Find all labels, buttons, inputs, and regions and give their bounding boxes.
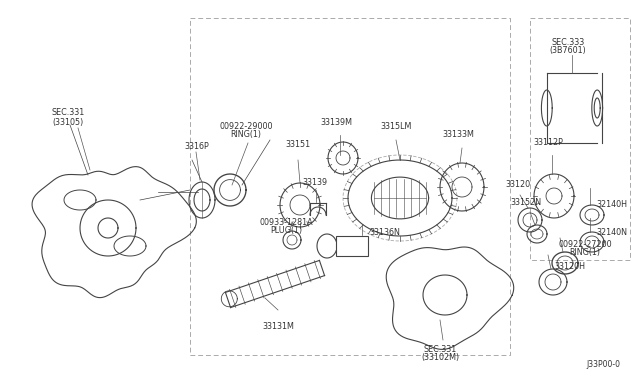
Bar	[336, 236, 368, 256]
Text: 32140N: 32140N	[596, 228, 627, 237]
Text: (33102M): (33102M)	[421, 353, 459, 362]
Text: 33136N: 33136N	[369, 228, 401, 237]
Text: (3B7601): (3B7601)	[550, 46, 586, 55]
Text: 33139: 33139	[303, 178, 328, 187]
Text: 00922-27200: 00922-27200	[558, 240, 612, 249]
Text: 00933-1281A: 00933-1281A	[259, 218, 313, 227]
Text: J33P00-0: J33P00-0	[586, 360, 620, 369]
Text: 33120: 33120	[506, 180, 531, 189]
Text: 00922-29000: 00922-29000	[220, 122, 273, 131]
Text: 3316P: 3316P	[184, 142, 209, 151]
Text: 33133M: 33133M	[442, 130, 474, 139]
Text: PLUG(1): PLUG(1)	[270, 226, 302, 235]
Text: 33151: 33151	[285, 140, 310, 149]
Text: (33105): (33105)	[52, 118, 84, 127]
Text: SEC.331: SEC.331	[424, 345, 456, 354]
Text: RING(1): RING(1)	[570, 248, 600, 257]
Text: SEC.331: SEC.331	[51, 108, 84, 117]
Text: 33152N: 33152N	[511, 198, 541, 207]
Text: RING(1): RING(1)	[230, 130, 262, 139]
Text: 33131M: 33131M	[262, 322, 294, 331]
Text: 33120H: 33120H	[554, 262, 586, 271]
Text: 3315LM: 3315LM	[380, 122, 412, 131]
Text: 33139M: 33139M	[320, 118, 352, 127]
Text: SEC.333: SEC.333	[552, 38, 584, 47]
Text: 33112P: 33112P	[533, 138, 563, 147]
Text: 32140H: 32140H	[596, 200, 627, 209]
